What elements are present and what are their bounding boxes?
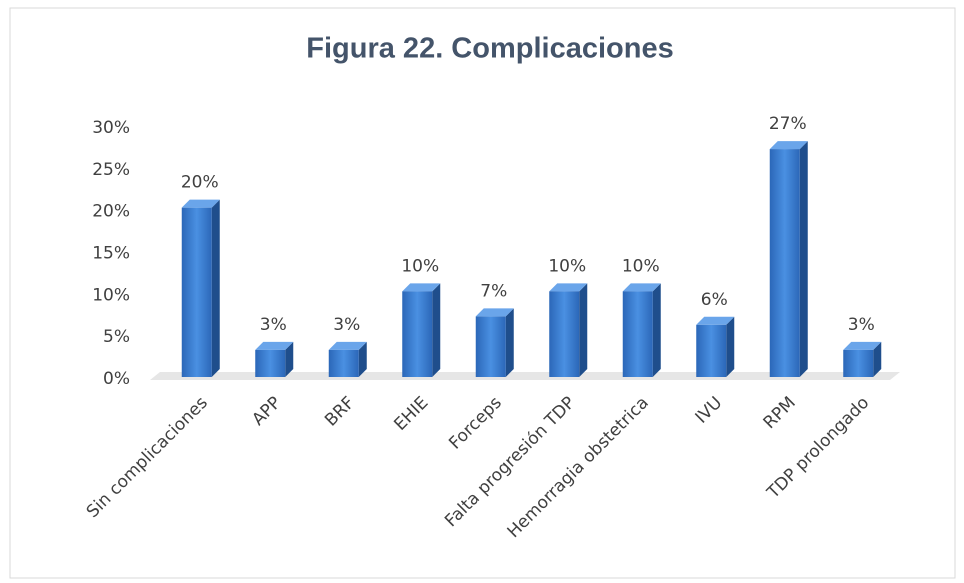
chart-title: Figura 22. Complicaciones <box>306 33 673 65</box>
bar-side <box>211 199 220 377</box>
bar-top <box>255 341 294 350</box>
bar-front <box>696 324 727 377</box>
bar-front <box>402 291 433 377</box>
bar-top <box>181 199 220 208</box>
data-label: 27% <box>769 114 807 134</box>
bar-side <box>505 308 514 377</box>
bar <box>696 316 735 377</box>
y-tick-label: 25% <box>92 160 130 180</box>
bar <box>622 283 661 377</box>
bar-top <box>769 141 808 150</box>
data-label: 10% <box>622 256 660 276</box>
bar <box>769 141 808 377</box>
bar-front <box>622 291 653 377</box>
bar <box>328 341 367 377</box>
y-tick-label: 10% <box>92 285 130 305</box>
bar-side <box>358 341 367 377</box>
bar-top <box>402 283 441 292</box>
data-label: 7% <box>480 281 507 301</box>
data-label: 10% <box>401 256 439 276</box>
data-label: 3% <box>848 315 875 335</box>
bar-top <box>696 316 735 325</box>
bar-top <box>843 341 882 350</box>
y-tick-label: 15% <box>92 244 130 264</box>
bar-top <box>622 283 661 292</box>
bar-front <box>843 349 874 377</box>
bar-side <box>432 283 441 377</box>
bar-top <box>328 341 367 350</box>
data-label: 3% <box>333 315 360 335</box>
bar <box>475 308 514 377</box>
data-label: 6% <box>701 290 728 310</box>
bar-side <box>579 283 588 377</box>
bar-front <box>549 291 580 377</box>
y-tick-label: 0% <box>103 369 130 389</box>
bar-front <box>255 349 286 377</box>
data-label: 10% <box>548 256 586 276</box>
bar-side <box>285 341 294 377</box>
bar-front <box>769 149 800 377</box>
data-label: 3% <box>260 315 287 335</box>
y-tick-label: 20% <box>92 202 130 222</box>
y-tick-label: 5% <box>103 327 130 347</box>
bar <box>402 283 441 377</box>
y-tick-label: 30% <box>92 118 130 138</box>
bar-front <box>475 316 506 377</box>
data-label: 20% <box>181 173 219 193</box>
bar <box>549 283 588 377</box>
bar-front <box>181 207 212 377</box>
bar-side <box>799 141 808 377</box>
bar-side <box>652 283 661 377</box>
bar-top <box>475 308 514 317</box>
bar-top <box>549 283 588 292</box>
bar-front <box>328 349 359 377</box>
bar-side <box>726 316 735 377</box>
bar <box>255 341 294 377</box>
bar <box>843 341 882 377</box>
bar <box>181 199 220 377</box>
bar-side <box>873 341 882 377</box>
